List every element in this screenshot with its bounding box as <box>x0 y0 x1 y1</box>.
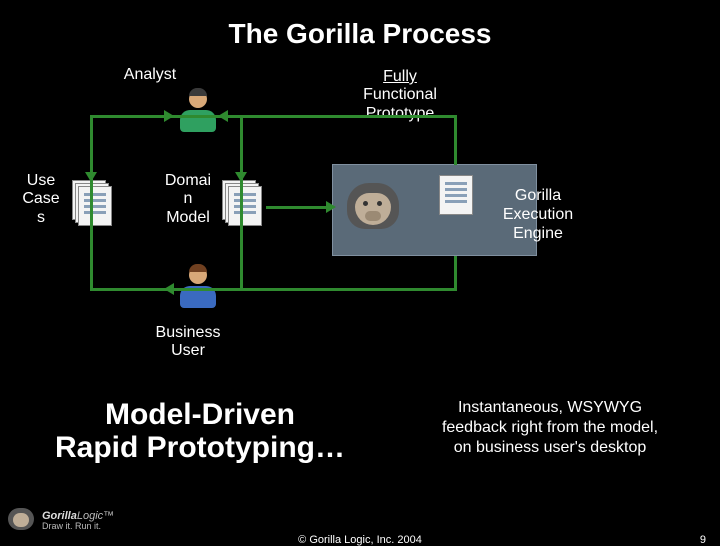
business-user-label: Business User <box>138 324 238 361</box>
analyst-icon <box>178 90 218 138</box>
prototype-doc-icon <box>439 175 473 215</box>
process-diagram: Analyst Fully Functional Prototype Use C… <box>0 60 720 340</box>
logo-gorilla-icon <box>6 508 36 534</box>
prototype-label-functional: Functional <box>363 86 437 103</box>
arrow-segment <box>454 256 457 290</box>
analyst-label: Analyst <box>110 66 190 84</box>
arrow-head-icon <box>326 201 336 213</box>
arrow-segment <box>240 115 243 291</box>
prototype-label-prototype: Prototype <box>366 105 434 122</box>
page-number: 9 <box>700 534 706 546</box>
gorilla-icon <box>343 183 403 237</box>
arrow-head-icon <box>164 283 174 295</box>
arrow-segment <box>454 115 457 165</box>
engine-label: Gorilla Execution Engine <box>488 186 588 244</box>
arrow-head-icon <box>164 110 174 122</box>
use-cases-label: Use Case s <box>16 172 66 227</box>
prototype-label-fully: Fully <box>383 68 417 85</box>
copyright: © Gorilla Logic, Inc. 2004 <box>298 534 422 546</box>
arrow-head-icon <box>85 172 97 182</box>
arrow-segment <box>266 206 332 209</box>
arrow-head-icon <box>218 110 228 122</box>
domain-model-label: Domai n Model <box>158 172 218 227</box>
arrow-segment <box>240 288 457 291</box>
arrow-segment <box>90 115 93 291</box>
arrow-head-icon <box>235 172 247 182</box>
headline: Model-Driven Rapid Prototyping… <box>30 398 370 464</box>
caption: Instantaneous, WSYWYG feedback right fro… <box>400 398 700 458</box>
slide-title: The Gorilla Process <box>0 0 720 50</box>
arrow-segment <box>220 115 457 118</box>
gorilla-logic-logo: GorillaLogic™ Draw it. Run it. <box>6 508 114 534</box>
